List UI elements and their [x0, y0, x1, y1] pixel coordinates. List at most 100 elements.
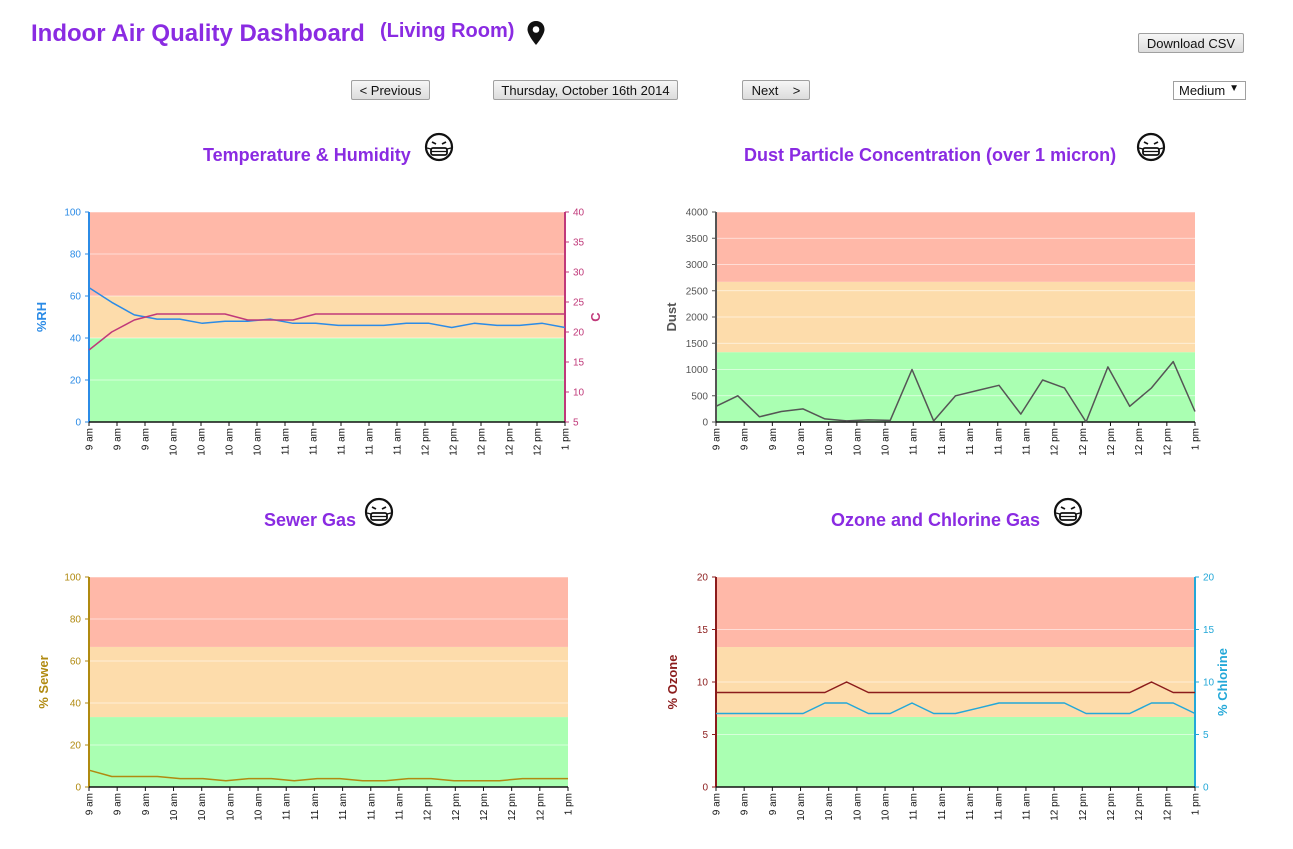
x-tick-label: 11 am [993, 428, 1004, 455]
zone-band-red [716, 212, 1195, 282]
x-tick-label: 12 pm [449, 428, 460, 456]
x-tick-label: 9 am [712, 428, 723, 450]
x-tick-label: 10 am [852, 428, 863, 456]
x-tick-label: 1 pm [1191, 793, 1202, 815]
x-tick-label: 10 am [169, 793, 180, 821]
location-label: (Living Room) [380, 20, 515, 42]
zone-band-green [716, 716, 1195, 787]
x-tick-label: 10 am [824, 428, 835, 456]
page-title: Indoor Air Quality Dashboard [31, 20, 365, 47]
y2-tick-label: 10 [1203, 678, 1215, 689]
x-tick-label: 11 am [393, 428, 404, 455]
x-tick-label: 10 am [225, 793, 236, 821]
y-tick-label: 40 [70, 334, 82, 345]
x-tick-label: 11 am [365, 428, 376, 455]
x-tick-label: 9 am [113, 428, 124, 450]
y-tick-label: 80 [70, 250, 82, 261]
y-tick-label: 0 [702, 783, 708, 794]
x-tick-label: 11 am [366, 793, 377, 820]
y-tick-label: 1500 [686, 339, 709, 350]
zone-band-orange [89, 646, 568, 718]
x-tick-label: 12 pm [421, 428, 432, 456]
y-tick-label: 3500 [686, 234, 709, 245]
x-tick-label: 12 pm [1162, 428, 1173, 456]
y2-axis-title: C [588, 312, 603, 322]
y-tick-label: 40 [70, 699, 82, 710]
y-tick-label: 4000 [686, 208, 709, 219]
y-tick-label: 60 [70, 657, 82, 668]
y2-tick-label: 10 [573, 388, 585, 399]
x-tick-label: 9 am [85, 793, 96, 815]
resolution-select[interactable]: Medium ▼ [1173, 81, 1246, 100]
map-pin-icon [527, 21, 545, 45]
x-tick-label: 10 am [254, 793, 265, 821]
x-tick-label: 12 pm [1050, 793, 1061, 821]
x-tick-label: 10 am [253, 428, 264, 456]
series-line-0 [88, 769, 568, 782]
x-tick-label: 9 am [768, 428, 779, 450]
next-button[interactable]: Next > [742, 80, 810, 100]
chart-title-dust: Dust Particle Concentration (over 1 micr… [744, 145, 1117, 165]
x-tick-label: 11 am [338, 793, 349, 820]
date-button[interactable]: Thursday, October 16th 2014 [493, 80, 678, 100]
resolution-selected-value: Medium [1179, 83, 1226, 98]
x-tick-label: 10 am [796, 793, 807, 821]
zone-band-orange [89, 296, 565, 338]
masked-face-icon [1053, 497, 1083, 527]
y-tick-label: 500 [691, 391, 708, 402]
x-tick-label: 1 pm [561, 428, 572, 450]
x-tick-label: 12 pm [477, 428, 488, 456]
y-tick-label: 80 [70, 615, 82, 626]
y-axis-title: %RH [34, 302, 49, 332]
y-axis-title: % Ozone [665, 655, 680, 710]
x-tick-label: 11 am [937, 793, 948, 820]
y-axis-title: % Sewer [36, 655, 51, 708]
x-tick-label: 1 pm [1191, 428, 1202, 450]
x-tick-label: 1 pm [564, 793, 575, 815]
y2-tick-label: 40 [573, 208, 585, 219]
masked-face-icon [364, 497, 394, 527]
series-line-0 [88, 286, 566, 329]
x-tick-label: 12 pm [423, 793, 434, 821]
x-tick-label: 9 am [768, 793, 779, 815]
y-tick-label: 3000 [686, 260, 709, 271]
x-tick-label: 10 am [225, 428, 236, 456]
x-tick-label: 12 pm [507, 793, 518, 821]
x-tick-label: 11 am [937, 428, 948, 455]
x-tick-label: 11 am [965, 793, 976, 820]
x-tick-label: 12 pm [1078, 428, 1089, 456]
y-tick-label: 100 [64, 208, 81, 219]
chart-2: 0 20 40 60 80 100 % Sewer 9 am 9 am 9 am 10 am 10 a… [36, 573, 575, 821]
y-tick-label: 2000 [686, 313, 709, 324]
y-tick-label: 0 [75, 783, 81, 794]
x-tick-label: 12 pm [451, 793, 462, 821]
previous-button[interactable]: < Previous [351, 80, 430, 100]
series-line-1 [88, 313, 565, 351]
y-tick-label: 5 [702, 730, 708, 741]
x-tick-label: 12 pm [1134, 428, 1145, 456]
y-tick-label: 0 [75, 418, 81, 429]
y2-tick-label: 35 [573, 238, 585, 249]
y-tick-label: 20 [70, 741, 82, 752]
chart-title-ozone-chlorine: Ozone and Chlorine Gas [831, 510, 1041, 530]
y-tick-label: 100 [64, 573, 81, 584]
x-tick-label: 9 am [141, 428, 152, 450]
x-tick-label: 10 am [796, 428, 807, 456]
x-tick-label: 10 am [169, 428, 180, 456]
x-tick-label: 10 am [824, 793, 835, 821]
chart-1: 0 500 1000 1500 2000 2500 3000 3500 4000 Dust 9 am… [664, 208, 1202, 456]
y-tick-label: 15 [697, 625, 709, 636]
y-tick-label: 20 [70, 376, 82, 387]
series-line-0 [716, 681, 1195, 694]
chart-title-temperature-humidity: Temperature & Humidity [203, 145, 411, 165]
x-tick-label: 11 am [909, 793, 920, 820]
y2-axis-title: % Chlorine [1215, 648, 1230, 716]
chart-0: 0 20 40 60 80 100 %RH 5 10 15 20 25 30 35 40 C 9 am 9 am 9… [34, 208, 603, 456]
x-tick-label: 12 pm [535, 793, 546, 821]
x-tick-label: 12 pm [533, 428, 544, 456]
y-axis-title: Dust [664, 302, 679, 332]
series-line-1 [716, 702, 1196, 715]
download-csv-button[interactable]: Download CSV [1138, 33, 1244, 53]
x-tick-label: 9 am [740, 793, 751, 815]
